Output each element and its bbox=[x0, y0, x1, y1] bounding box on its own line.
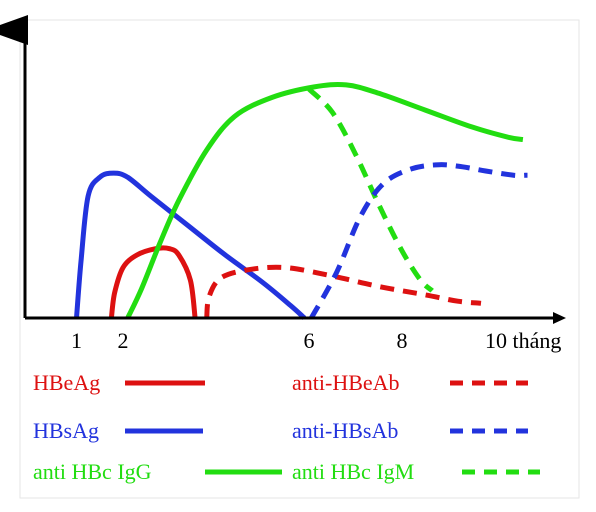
series-anti-hbc-igm-line bbox=[307, 87, 434, 293]
legend-item-anti-hbsab: anti-HBsAb bbox=[292, 418, 528, 443]
x-tick-label: 6 bbox=[304, 328, 315, 353]
legend-label: HBsAg bbox=[33, 418, 99, 443]
x-tick-label: 1 bbox=[71, 328, 82, 353]
x-axis-arrowhead bbox=[553, 312, 566, 324]
legend-item-anti-hbc-igm: anti HBc IgM bbox=[292, 459, 540, 484]
chart-frame bbox=[19, 19, 580, 499]
legend-item-anti-hbeab: anti-HBeAb bbox=[292, 370, 528, 395]
legend: HBeAg anti-HBeAb HBsAg anti-HBsAb anti HBc I… bbox=[33, 370, 540, 484]
x-tick-label: 10 tháng bbox=[485, 328, 561, 353]
series-anti-hbc-igg-line bbox=[125, 81, 524, 320]
x-tick-labels: 1 2 6 8 10 tháng bbox=[71, 328, 561, 353]
x-tick-label: 2 bbox=[118, 328, 129, 353]
x-tick-label: 8 bbox=[397, 328, 408, 353]
legend-label: HBeAg bbox=[33, 370, 100, 395]
series-anti-hbeab-line bbox=[204, 264, 482, 319]
legend-label: anti HBc IgG bbox=[33, 459, 152, 484]
legend-item-hbeag: HBeAg bbox=[33, 370, 205, 395]
series-anti-hbsab-line bbox=[309, 162, 528, 320]
legend-item-anti-hbc-igg: anti HBc IgG bbox=[33, 459, 282, 484]
series-group bbox=[74, 81, 528, 320]
legend-item-hbsag: HBsAg bbox=[33, 418, 203, 443]
series-hbsag-line bbox=[74, 170, 307, 320]
legend-label: anti HBc IgM bbox=[292, 459, 414, 484]
legend-label: anti-HBeAb bbox=[292, 370, 400, 395]
legend-label: anti-HBsAb bbox=[292, 418, 398, 443]
